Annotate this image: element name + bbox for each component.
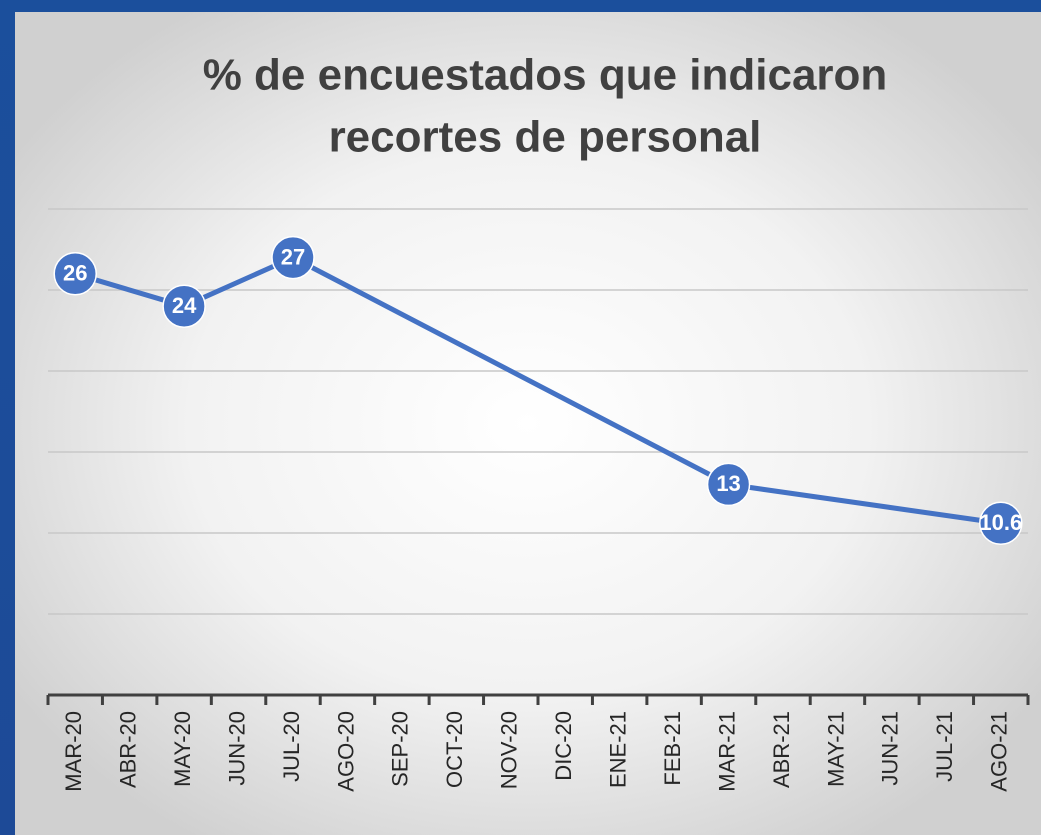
x-tick-label: JUN-21	[878, 711, 903, 786]
x-tick-label: MAR-20	[61, 711, 86, 792]
line-segment	[726, 481, 1004, 526]
x-tick-label: MAY-20	[170, 711, 195, 787]
data-label: 26	[63, 261, 87, 286]
chart-title: % de encuestados que indicaron	[203, 51, 888, 100]
data-label: 10.6	[979, 510, 1022, 535]
marker	[162, 284, 206, 328]
data-label: 27	[281, 244, 305, 269]
x-tick-label: SEP-20	[388, 711, 413, 787]
x-tick-label: DIC-20	[551, 711, 576, 781]
x-tick-label: JUN-20	[224, 711, 249, 786]
x-tick-label: AGO-20	[333, 711, 358, 792]
marker	[706, 462, 751, 507]
marker	[979, 501, 1023, 546]
line-segment	[290, 255, 732, 487]
x-tick-label: MAY-21	[823, 711, 848, 787]
x-tick-label: AGO-21	[987, 711, 1012, 792]
x-tick-label: NOV-20	[497, 711, 522, 789]
marker	[271, 235, 315, 280]
x-tick-label: OCT-20	[442, 711, 467, 788]
data-label: 24	[172, 293, 197, 318]
x-tick-label: MAR-21	[714, 711, 739, 792]
x-tick-label: ABR-20	[115, 711, 140, 788]
chart-title: recortes de personal	[329, 113, 762, 162]
x-tick-label: JUL-21	[932, 711, 957, 782]
data-label: 13	[716, 471, 740, 496]
plot-panel	[15, 12, 1041, 835]
x-tick-label: JUL-20	[279, 711, 304, 782]
x-tick-label: ENE-21	[605, 711, 630, 788]
marker	[53, 252, 97, 296]
x-tick-label: ABR-21	[769, 711, 794, 788]
x-tick-label: FEB-21	[660, 711, 685, 786]
